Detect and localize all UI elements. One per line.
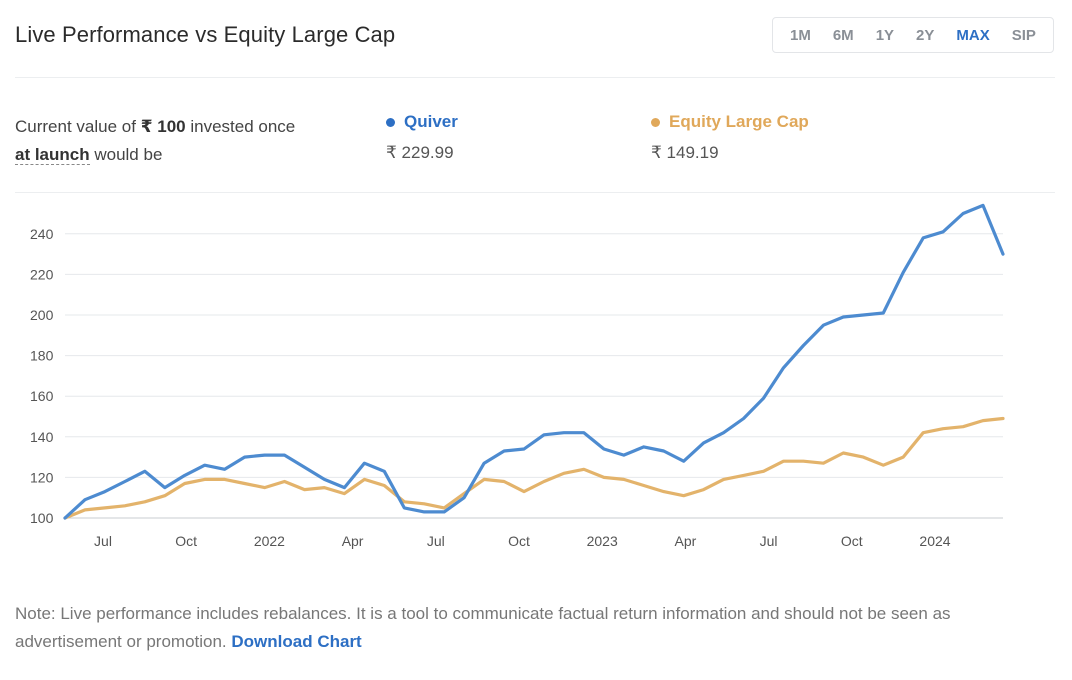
y-tick-label: 160 bbox=[30, 388, 54, 404]
time-range-selector: 1M 6M 1Y 2Y MAX SIP bbox=[772, 17, 1054, 53]
range-button-2y[interactable]: 2Y bbox=[916, 26, 935, 44]
grid bbox=[65, 233, 1003, 519]
y-tick-label: 200 bbox=[30, 307, 54, 323]
y-tick-label: 100 bbox=[30, 510, 54, 526]
disclaimer-text: Note: Live performance includes rebalanc… bbox=[15, 604, 951, 651]
legend-quiver: Quiver ₹ 229.99 bbox=[386, 112, 458, 163]
x-tick-label: Oct bbox=[508, 533, 530, 549]
range-button-1y[interactable]: 1Y bbox=[875, 26, 895, 44]
y-tick-label: 140 bbox=[30, 429, 54, 445]
range-button-1m[interactable]: 1M bbox=[790, 26, 811, 44]
x-tick-label: Apr bbox=[675, 533, 697, 549]
legend-quiver-value: ₹ 229.99 bbox=[386, 143, 454, 162]
footer-note: Note: Live performance includes rebalanc… bbox=[15, 600, 1055, 656]
x-tick-label: 2023 bbox=[587, 533, 618, 549]
x-tick-label: 2024 bbox=[919, 533, 950, 549]
y-tick-label: 120 bbox=[30, 469, 54, 485]
divider bbox=[15, 77, 1055, 78]
range-button-6m[interactable]: 6M bbox=[832, 26, 854, 44]
x-tick-label: Oct bbox=[841, 533, 863, 549]
x-tick-label: Apr bbox=[342, 533, 364, 549]
summary-text-mid: invested once bbox=[185, 117, 296, 136]
at-launch-tooltip[interactable]: at launch bbox=[15, 145, 90, 165]
series bbox=[63, 203, 1005, 520]
y-tick-label: 220 bbox=[30, 266, 54, 282]
summary-amount: ₹ 100 bbox=[140, 117, 186, 136]
download-chart-link[interactable]: Download Chart bbox=[231, 632, 362, 651]
chart-title: Live Performance vs Equity Large Cap bbox=[15, 22, 396, 47]
series-line-equity-large-cap bbox=[63, 416, 1005, 520]
quiver-dot-icon bbox=[386, 117, 395, 127]
legend-equity-large-cap: Equity Large Cap ₹ 149.19 bbox=[651, 112, 809, 163]
legend-equity-value: ₹ 149.19 bbox=[651, 143, 719, 162]
legend-equity-name: Equity Large Cap bbox=[669, 112, 809, 131]
x-tick-label: Jul bbox=[94, 533, 112, 549]
x-tick-label: 2022 bbox=[254, 533, 285, 549]
y-axis: 100 120 140 160 180 200 220 240 bbox=[30, 226, 54, 526]
x-tick-label: Jul bbox=[427, 533, 445, 549]
equity-dot-icon bbox=[651, 117, 660, 127]
summary-text-post: would be bbox=[89, 145, 163, 164]
legend-quiver-name: Quiver bbox=[404, 112, 458, 131]
x-tick-label: Oct bbox=[175, 533, 197, 549]
y-tick-label: 240 bbox=[30, 226, 54, 242]
range-button-sip[interactable]: SIP bbox=[1011, 26, 1036, 44]
investment-summary: Current value of ₹ 100 invested once at … bbox=[15, 113, 345, 169]
summary-text-pre: Current value of bbox=[15, 117, 141, 136]
divider bbox=[15, 192, 1055, 193]
y-tick-label: 180 bbox=[30, 348, 54, 364]
series-line-quiver bbox=[63, 203, 1005, 520]
x-tick-label: Jul bbox=[760, 533, 778, 549]
range-button-max[interactable]: MAX bbox=[956, 26, 990, 44]
x-axis: Jul Oct 2022 Apr Jul Oct 2023 Apr Jul Oct 2024 bbox=[94, 533, 951, 549]
